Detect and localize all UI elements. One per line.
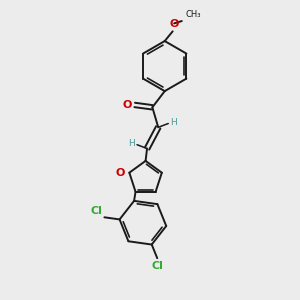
Text: Cl: Cl — [151, 261, 163, 271]
Text: H: H — [128, 139, 135, 148]
Text: H: H — [171, 118, 177, 127]
Text: O: O — [169, 19, 179, 29]
Text: O: O — [122, 100, 132, 110]
Text: Cl: Cl — [90, 206, 102, 216]
Text: O: O — [116, 168, 125, 178]
Text: CH₃: CH₃ — [185, 10, 201, 19]
